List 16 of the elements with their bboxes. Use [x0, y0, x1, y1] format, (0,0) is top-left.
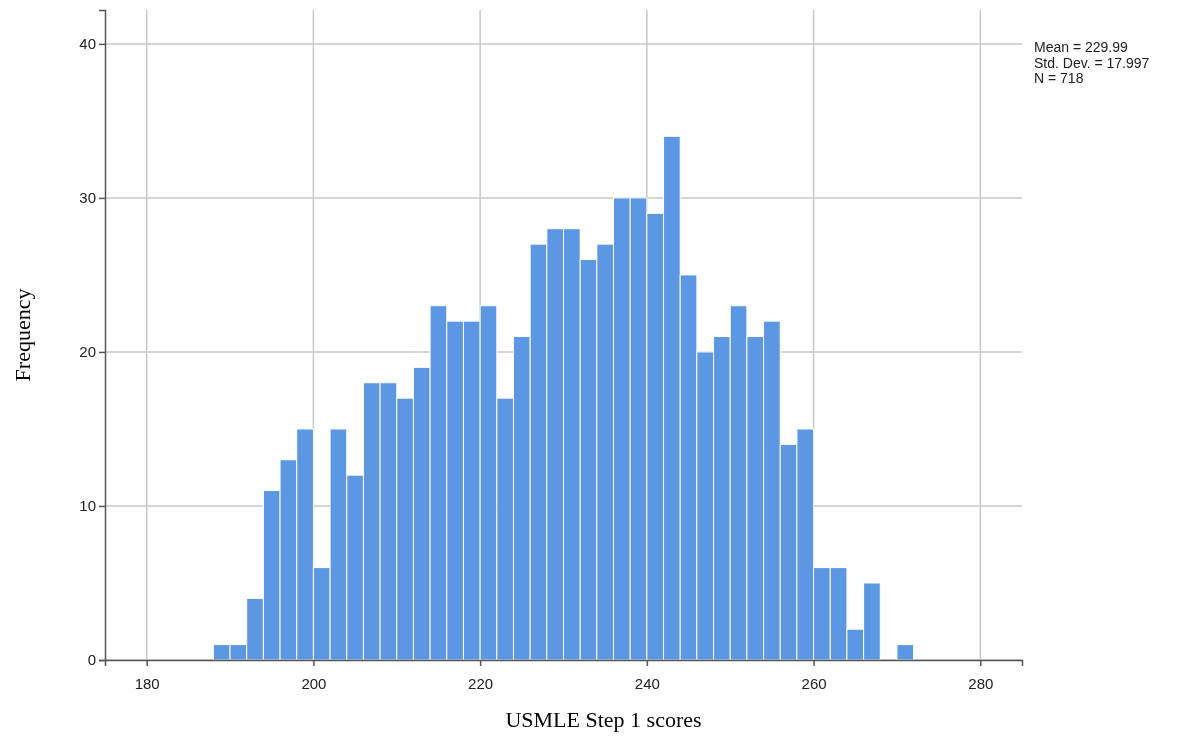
x-tick-label: 260 [801, 674, 827, 692]
y-tick-label: 40 [79, 35, 96, 53]
x-tick-label: 220 [468, 674, 494, 692]
text: Mean = 229.99 [1034, 39, 1129, 55]
text: Std. Dev. = 17.997 [1034, 54, 1150, 71]
x-tick-label: 180 [134, 674, 160, 692]
y-tick-label: 30 [79, 189, 96, 207]
x-axis-title: USMLE Step 1 scores [505, 707, 702, 732]
x-tick-label: 200 [301, 674, 327, 692]
y-tick-label: 0 [87, 651, 96, 669]
x-tick-label: 280 [968, 674, 994, 692]
text: N = 718 [1034, 70, 1084, 86]
x-tick-label: 240 [634, 674, 660, 692]
y-axis-title: Frequency [10, 288, 35, 382]
y-tick-label: 20 [79, 343, 96, 361]
y-tick-label: 10 [79, 497, 96, 515]
